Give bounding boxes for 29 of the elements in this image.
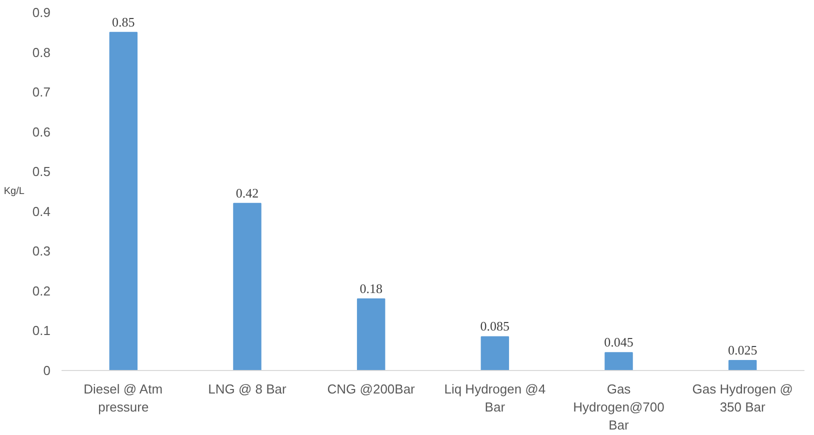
bar [233,202,262,370]
x-tick-label: LNG @ 8 Bar [208,382,288,396]
x-tick-label: Gas Hydrogen @ 350 Bar [692,382,793,414]
data-label: 0.085 [480,318,510,334]
data-label: 0.42 [236,185,259,200]
y-tick-label: 0 [43,363,51,378]
y-tick-label: 0.4 [32,204,51,219]
data-label: 0.045 [604,334,634,350]
y-tick-label: 0.3 [32,244,51,259]
y-tick-label: 0.1 [32,323,51,338]
y-tick-label: 0.9 [32,5,51,20]
bar [728,360,757,370]
bar [480,336,510,370]
y-tick-label: 0.5 [32,164,51,180]
x-tick-label: Diesel @ Atm pressure [84,382,163,414]
bar [604,352,633,370]
y-axis-title: Kg/L [4,186,25,197]
bar [109,32,138,370]
y-tick-label: 0.7 [32,84,51,100]
data-label: 0.18 [360,280,382,296]
x-tick-label: Gas Hydrogen@700 Bar [573,382,664,432]
x-tick-label: Liq Hydrogen @4 Bar [444,382,546,414]
data-label: 0.85 [112,14,135,30]
y-tick-label: 0.8 [32,44,51,60]
x-tick-label: CNG @200Bar [327,382,416,396]
data-label: 0.025 [728,342,758,358]
y-tick-label: 0.6 [32,124,51,140]
y-tick-label: 0.2 [32,283,51,298]
bar [356,298,386,370]
